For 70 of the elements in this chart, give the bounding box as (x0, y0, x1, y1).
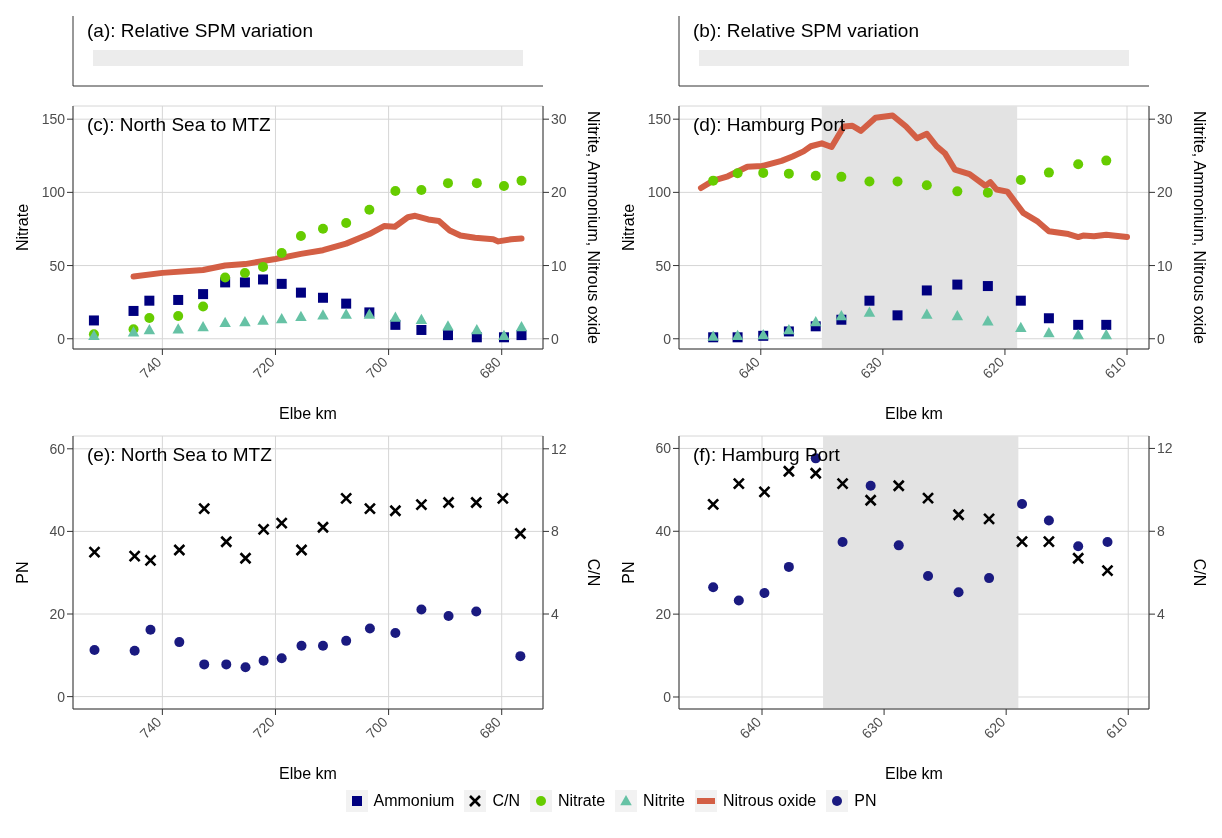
x-tick-label: 700 (362, 353, 391, 382)
y-axis-title: Nitrate (13, 203, 31, 252)
y2-axis-title: Nitrite, Ammonium, Nitrous oxide (1191, 111, 1209, 345)
x-tick-label: 740 (136, 713, 165, 742)
y2-tick-label: 20 (551, 184, 567, 201)
y-tick-label: 40 (655, 523, 672, 540)
text: (b): Relative SPM variation (693, 20, 919, 42)
legend-label: Ammonium (373, 792, 455, 810)
chart-title: (e): North Sea to MTZ (87, 444, 272, 466)
y-tick-label: 20 (49, 605, 66, 622)
x-tick-label: 740 (136, 353, 165, 382)
x-tick-label: 630 (857, 353, 886, 382)
y-tick-label: 0 (663, 688, 672, 705)
y-tick-label: 20 (655, 606, 672, 623)
y2-tick-label: 0 (551, 330, 559, 347)
x-tick-label: 610 (1101, 353, 1130, 382)
y2-tick-label: 4 (1157, 606, 1165, 623)
y2-tick-label: 8 (1157, 523, 1165, 540)
y2-tick-label: 12 (1157, 440, 1173, 457)
y-tick-label: 100 (647, 184, 672, 201)
chart-title: (f): Hamburg Port (693, 444, 840, 466)
y-tick-label: 60 (49, 440, 66, 457)
y-tick-label: 50 (49, 257, 66, 274)
y-tick-label: 150 (647, 111, 672, 128)
x-tick-label: 700 (362, 713, 391, 742)
x-tick-label: 720 (249, 713, 278, 742)
y-tick-label: 0 (57, 330, 66, 347)
y2-tick-label: 10 (1157, 257, 1173, 274)
x-tick-label: 620 (980, 713, 1009, 742)
y2-tick-label: 10 (551, 257, 567, 274)
y2-tick-label: 20 (1157, 184, 1173, 201)
x-tick-label: 640 (735, 353, 764, 382)
x-tick-label: 610 (1102, 713, 1131, 742)
text: (a): Relative SPM variation (87, 20, 313, 42)
y-axis-title: Nitrate (619, 203, 637, 252)
x-tick-label: 720 (249, 353, 278, 382)
y-tick-label: 0 (663, 330, 672, 347)
legend-label: Nitrate (557, 792, 606, 810)
x-axis-title: Elbe km (279, 765, 337, 782)
y-tick-label: 100 (41, 184, 66, 201)
y-axis-title: PN (13, 561, 31, 584)
x-axis-title: Elbe km (885, 405, 943, 422)
x-axis-title: Elbe km (885, 765, 943, 782)
y-tick-label: 50 (655, 257, 672, 274)
chart-title: (c): North Sea to MTZ (87, 114, 271, 136)
x-axis-title: Elbe km (279, 405, 337, 422)
legend-label: C/N (492, 792, 520, 810)
y-tick-label: 150 (41, 111, 66, 128)
y2-tick-label: 12 (551, 440, 567, 457)
y2-tick-label: 30 (551, 111, 567, 128)
y2-tick-label: 8 (551, 523, 559, 540)
legend-label: Nitrite (643, 792, 685, 810)
x-tick-label: 640 (736, 713, 765, 742)
y-tick-label: 40 (49, 523, 66, 540)
y2-axis-title: C/N (585, 558, 603, 587)
y2-tick-label: 4 (551, 605, 559, 622)
x-tick-label: 630 (858, 713, 887, 742)
x-tick-label: 680 (476, 353, 504, 382)
x-tick-label: 620 (979, 353, 1008, 382)
y2-tick-label: 0 (1157, 330, 1165, 347)
y2-axis-title: C/N (1191, 558, 1209, 587)
y-tick-label: 0 (57, 688, 66, 705)
x-tick-label: 680 (476, 713, 504, 742)
y-tick-label: 60 (655, 440, 672, 457)
legend-label: Nitrous oxide (722, 792, 817, 810)
y2-tick-label: 30 (1157, 111, 1173, 128)
chart-title: (d): Hamburg Port (693, 114, 846, 136)
y-axis-title: PN (619, 561, 637, 584)
y2-axis-title: Nitrite, Ammonium, Nitrous oxide (585, 111, 603, 345)
legend-label: PN (854, 792, 877, 810)
